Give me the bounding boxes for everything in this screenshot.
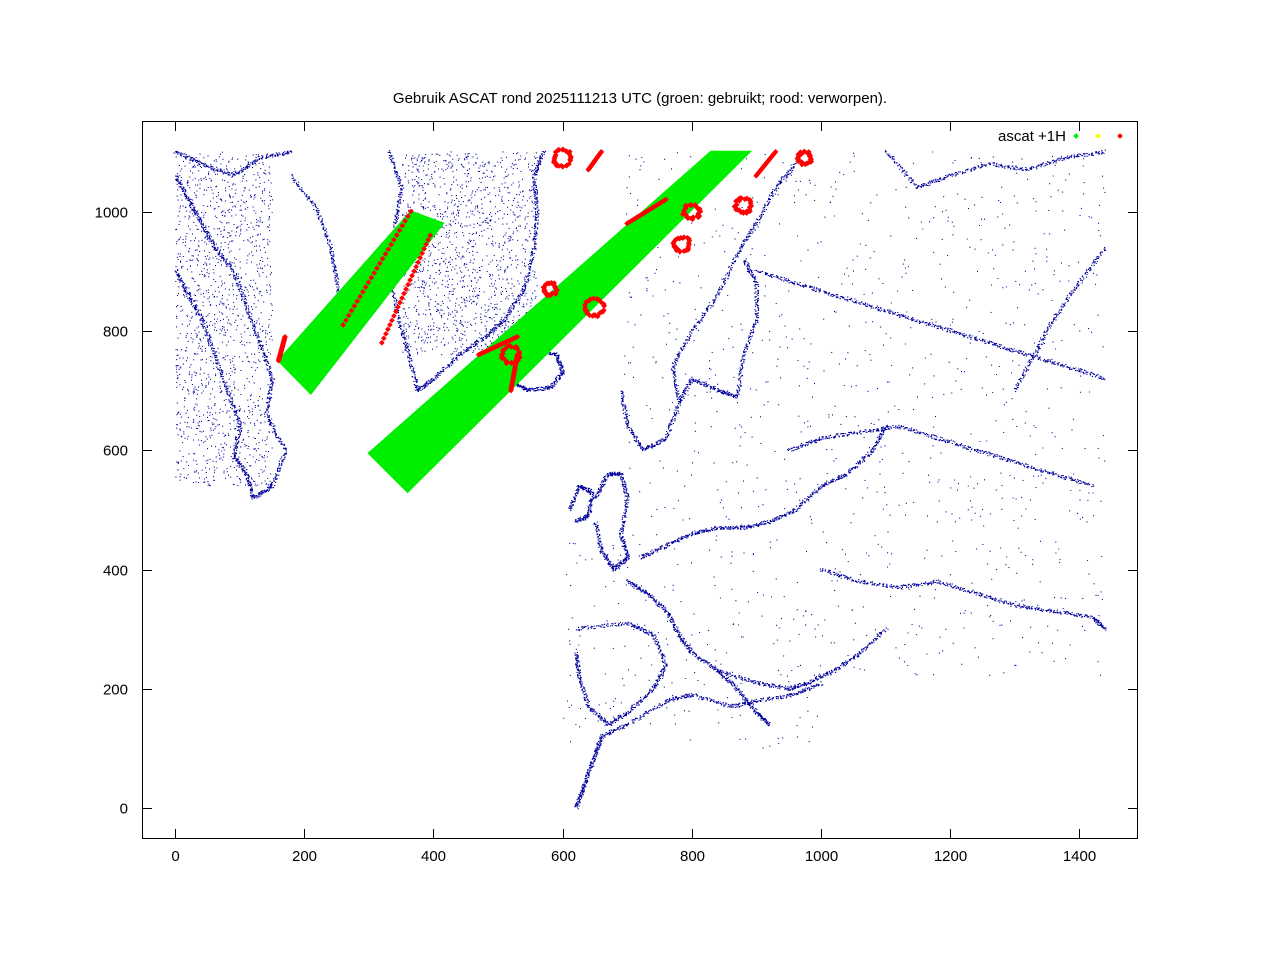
rejected-cluster-2 <box>680 202 704 223</box>
x-tick-label: 0 <box>171 848 179 865</box>
marks <box>275 146 815 494</box>
rejected-cluster-3 <box>731 195 755 216</box>
y-tick-label: 800 <box>103 324 128 341</box>
legend-title: ascat +1H <box>998 128 1066 145</box>
rejected-edges <box>275 149 779 394</box>
ticks: 0 200 400 600 800 1000 1200 1400 0 200 400 600 800 10… <box>95 122 1137 865</box>
rejected-cluster-6 <box>794 148 815 168</box>
legend: ascat +1H <box>998 128 1123 145</box>
used-swath-1 <box>367 150 753 494</box>
chart-title: Gebruik ASCAT rond 2025111213 UTC (groen… <box>393 90 887 107</box>
y-tick-label: 200 <box>103 682 128 699</box>
x-tick-label: 600 <box>551 848 576 865</box>
x-tick-label: 400 <box>421 848 446 865</box>
y-tick-label: 0 <box>120 801 128 818</box>
y-tick-label: 1000 <box>95 205 128 222</box>
used-swath-0 <box>277 210 445 396</box>
rejected-cluster-0 <box>582 295 607 320</box>
y-tick-label: 600 <box>103 443 128 460</box>
rejected-cluster-5 <box>498 342 523 367</box>
rejected-cluster-7 <box>540 280 560 299</box>
legend-marker-1 <box>1095 133 1101 139</box>
x-tick-label: 1200 <box>934 848 967 865</box>
plot-area <box>173 149 1107 810</box>
coastline <box>173 149 1107 810</box>
y-tick-label: 400 <box>103 563 128 580</box>
x-tick-label: 200 <box>292 848 317 865</box>
rejected-cluster-4 <box>550 146 574 170</box>
plot-frame <box>142 121 1138 839</box>
x-tick-label: 800 <box>680 848 705 865</box>
rejected-cluster-1 <box>670 234 693 255</box>
legend-marker-2 <box>1117 133 1123 139</box>
legend-marker-0 <box>1073 133 1079 139</box>
x-tick-label: 1400 <box>1063 848 1096 865</box>
x-tick-label: 1000 <box>805 848 838 865</box>
